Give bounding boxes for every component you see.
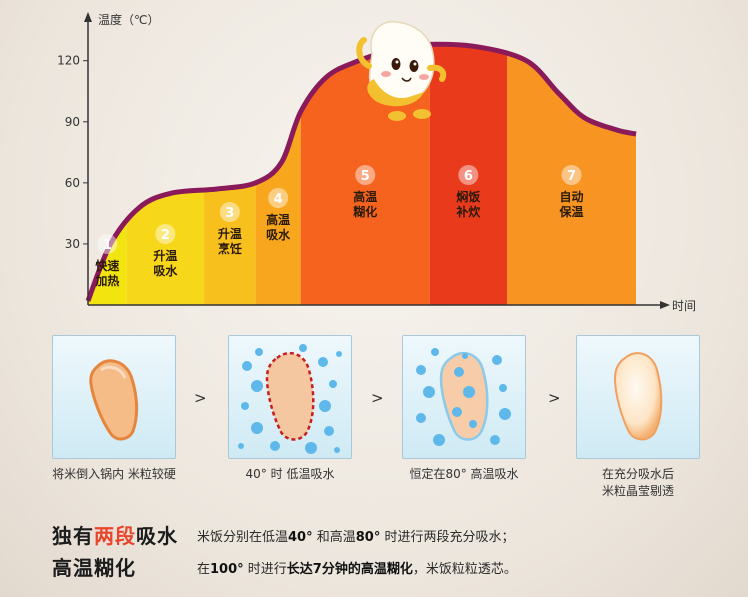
stage-1-label: 加热 — [94, 273, 119, 288]
temperature-curve — [85, 41, 637, 302]
step-arrow-2: > — [371, 389, 384, 407]
stage-7-badge — [561, 165, 582, 185]
stage-7-number: 7 — [567, 169, 576, 184]
y-tick-label: 60 — [65, 176, 80, 190]
stage-5-label: 糊化 — [353, 204, 377, 219]
stage-1-label: 快速 — [95, 258, 119, 273]
stage-5-label: 高温 — [353, 189, 377, 204]
stage-3-area — [204, 44, 256, 305]
stage-2-label: 升温 — [153, 248, 177, 263]
step-3-image — [402, 335, 526, 459]
y-tick-label: 120 — [57, 54, 80, 68]
stage-6-badge — [458, 165, 479, 185]
rice-grain-bubbles-icon — [238, 344, 342, 454]
step-3-caption: 恒定在80° 高温吸水 — [409, 467, 519, 481]
step-1-caption: 将米倒入锅内 米粒较硬 — [52, 467, 176, 481]
stage-7-label: 自动 — [560, 189, 584, 204]
step-1-image — [52, 335, 176, 459]
process-steps: > > > — [0, 335, 748, 510]
stage-4-label: 吸水 — [266, 227, 291, 242]
stage-3-label: 升温 — [218, 226, 242, 241]
stage-4-badge — [268, 188, 289, 208]
stage-1-number: 1 — [103, 238, 112, 253]
stage-6-label: 补炊 — [455, 204, 481, 219]
x-axis-label: 时间 — [672, 299, 696, 313]
stage-5-badge — [355, 165, 376, 185]
y-tick-label: 90 — [65, 115, 80, 129]
stage-3-badge — [219, 202, 240, 222]
stage-6-area — [429, 44, 508, 305]
y-tick-label: 30 — [65, 237, 80, 251]
stage-4-area — [255, 44, 301, 305]
translucent-rice-grain-icon — [613, 352, 663, 441]
stage-4-label: 高温 — [266, 212, 290, 227]
stage-3-number: 3 — [225, 206, 234, 221]
stage-4-number: 4 — [274, 192, 283, 207]
y-axis-arrow — [84, 12, 92, 22]
chart-axes: 温度（℃） 时间 — [84, 12, 696, 313]
step-2-caption: 40° 时 低温吸水 — [245, 467, 335, 481]
rice-mascot-icon — [356, 20, 447, 121]
stage-6-label: 焖饭 — [456, 189, 480, 204]
feature-summary: 独有两段吸水 米饭分别在低温40° 和高温80° 时进行两段充分吸水； 高温糊化… — [0, 515, 748, 597]
stage-1-badge — [97, 234, 118, 254]
y-ticks: 30 60 90 120 — [57, 54, 88, 251]
stage-3-label: 烹饪 — [218, 241, 242, 256]
stage-7-label: 保温 — [559, 204, 584, 219]
headline-high-temp-gelatinization: 高温糊化 — [52, 556, 136, 580]
y-axis-label: 温度（℃） — [98, 12, 159, 27]
step-2-image — [228, 335, 352, 459]
desc-high-temp-gelatinization: 在100° 时进行长达7分钟的高温糊化，米饭粒粒透芯。 — [197, 562, 517, 577]
rice-grain-bubbles-icon — [416, 348, 511, 446]
step-arrow-1: > — [194, 389, 207, 407]
x-axis-arrow — [660, 301, 670, 309]
desc-two-stage-absorption: 米饭分别在低温40° 和高温80° 时进行两段充分吸水； — [197, 530, 515, 545]
stage-2-badge — [155, 224, 176, 244]
step-arrow-3: > — [548, 389, 561, 407]
headline-two-stage-absorption: 独有两段吸水 — [52, 524, 178, 548]
step-4-caption: 在充分吸水后 米粒晶莹剔透 — [601, 467, 674, 498]
stage-2-label: 吸水 — [153, 263, 178, 278]
rice-grain-icon — [89, 359, 139, 441]
stage-5-number: 5 — [361, 169, 370, 184]
stage-6-number: 6 — [464, 169, 473, 184]
stage-2-number: 2 — [161, 228, 170, 243]
step-4-image — [576, 335, 700, 459]
